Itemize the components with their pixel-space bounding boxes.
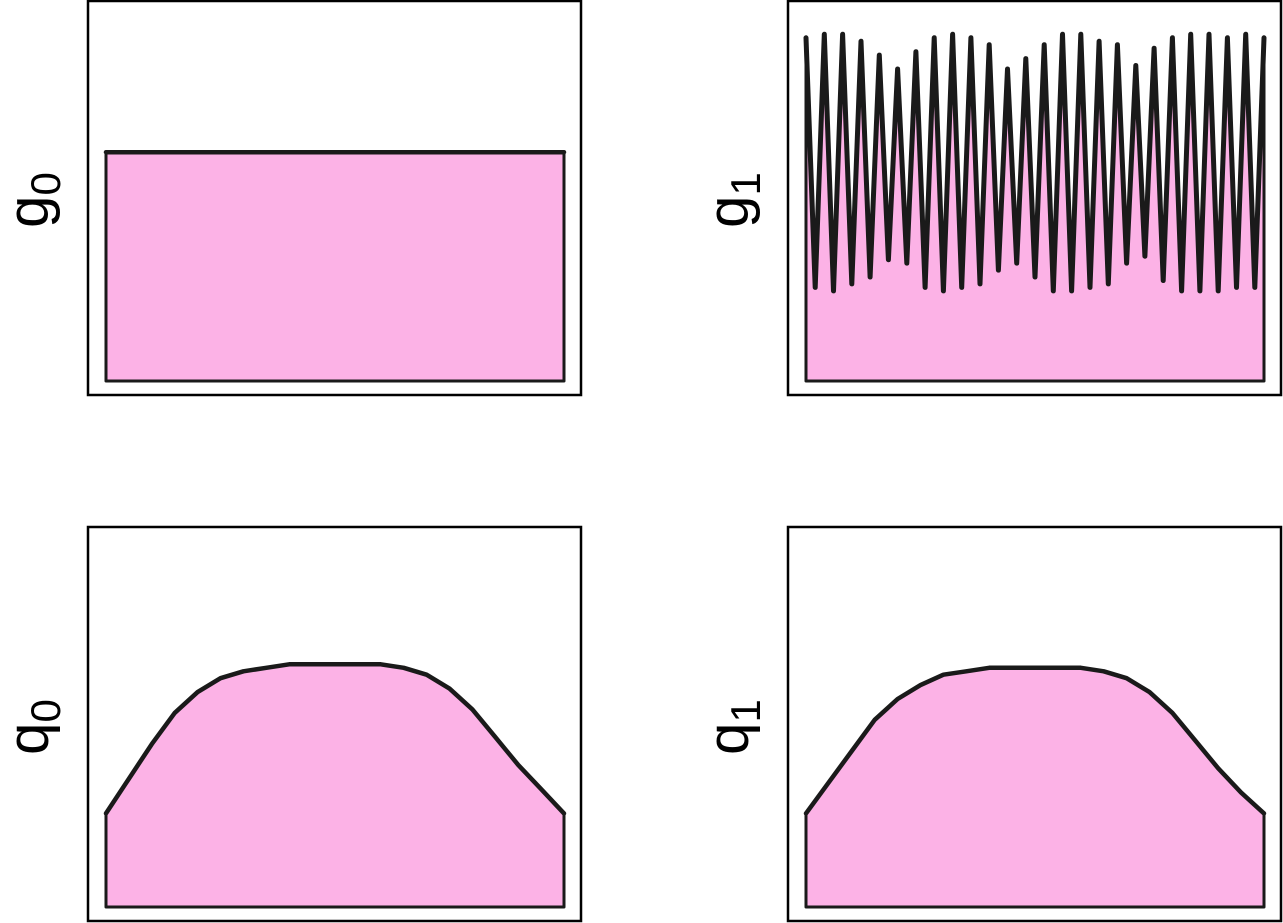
y-axis-label-main: q: [0, 723, 61, 755]
y-axis-label: g1: [696, 172, 769, 228]
plot-area: [106, 664, 564, 907]
y-axis-label-main: g: [696, 196, 761, 228]
area-fill: [806, 668, 1264, 907]
y-axis-label-subscript: 1: [722, 699, 769, 722]
panel-g0: g0: [0, 1, 581, 395]
area-fill: [106, 664, 564, 907]
y-axis-label: q1: [696, 699, 769, 755]
plot-area: [806, 34, 1264, 381]
plot-area: [806, 668, 1264, 907]
y-axis-label: q0: [0, 699, 69, 755]
y-axis-label-subscript: 0: [22, 172, 69, 195]
plot-area: [106, 152, 564, 381]
y-axis-label-main: q: [696, 723, 761, 755]
y-axis-label-subscript: 0: [22, 699, 69, 722]
y-axis-label: g0: [0, 172, 69, 228]
area-fill: [106, 152, 564, 381]
panel-g1: g1: [696, 1, 1281, 395]
y-axis-label-subscript: 1: [722, 172, 769, 195]
panel-q1: q1: [696, 527, 1281, 921]
y-axis-label-main: g: [0, 196, 61, 228]
panel-q0: q0: [0, 527, 581, 921]
